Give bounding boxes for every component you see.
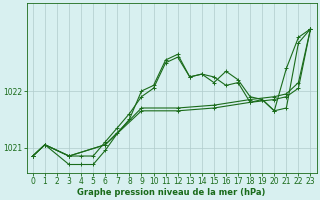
X-axis label: Graphe pression niveau de la mer (hPa): Graphe pression niveau de la mer (hPa) bbox=[77, 188, 266, 197]
